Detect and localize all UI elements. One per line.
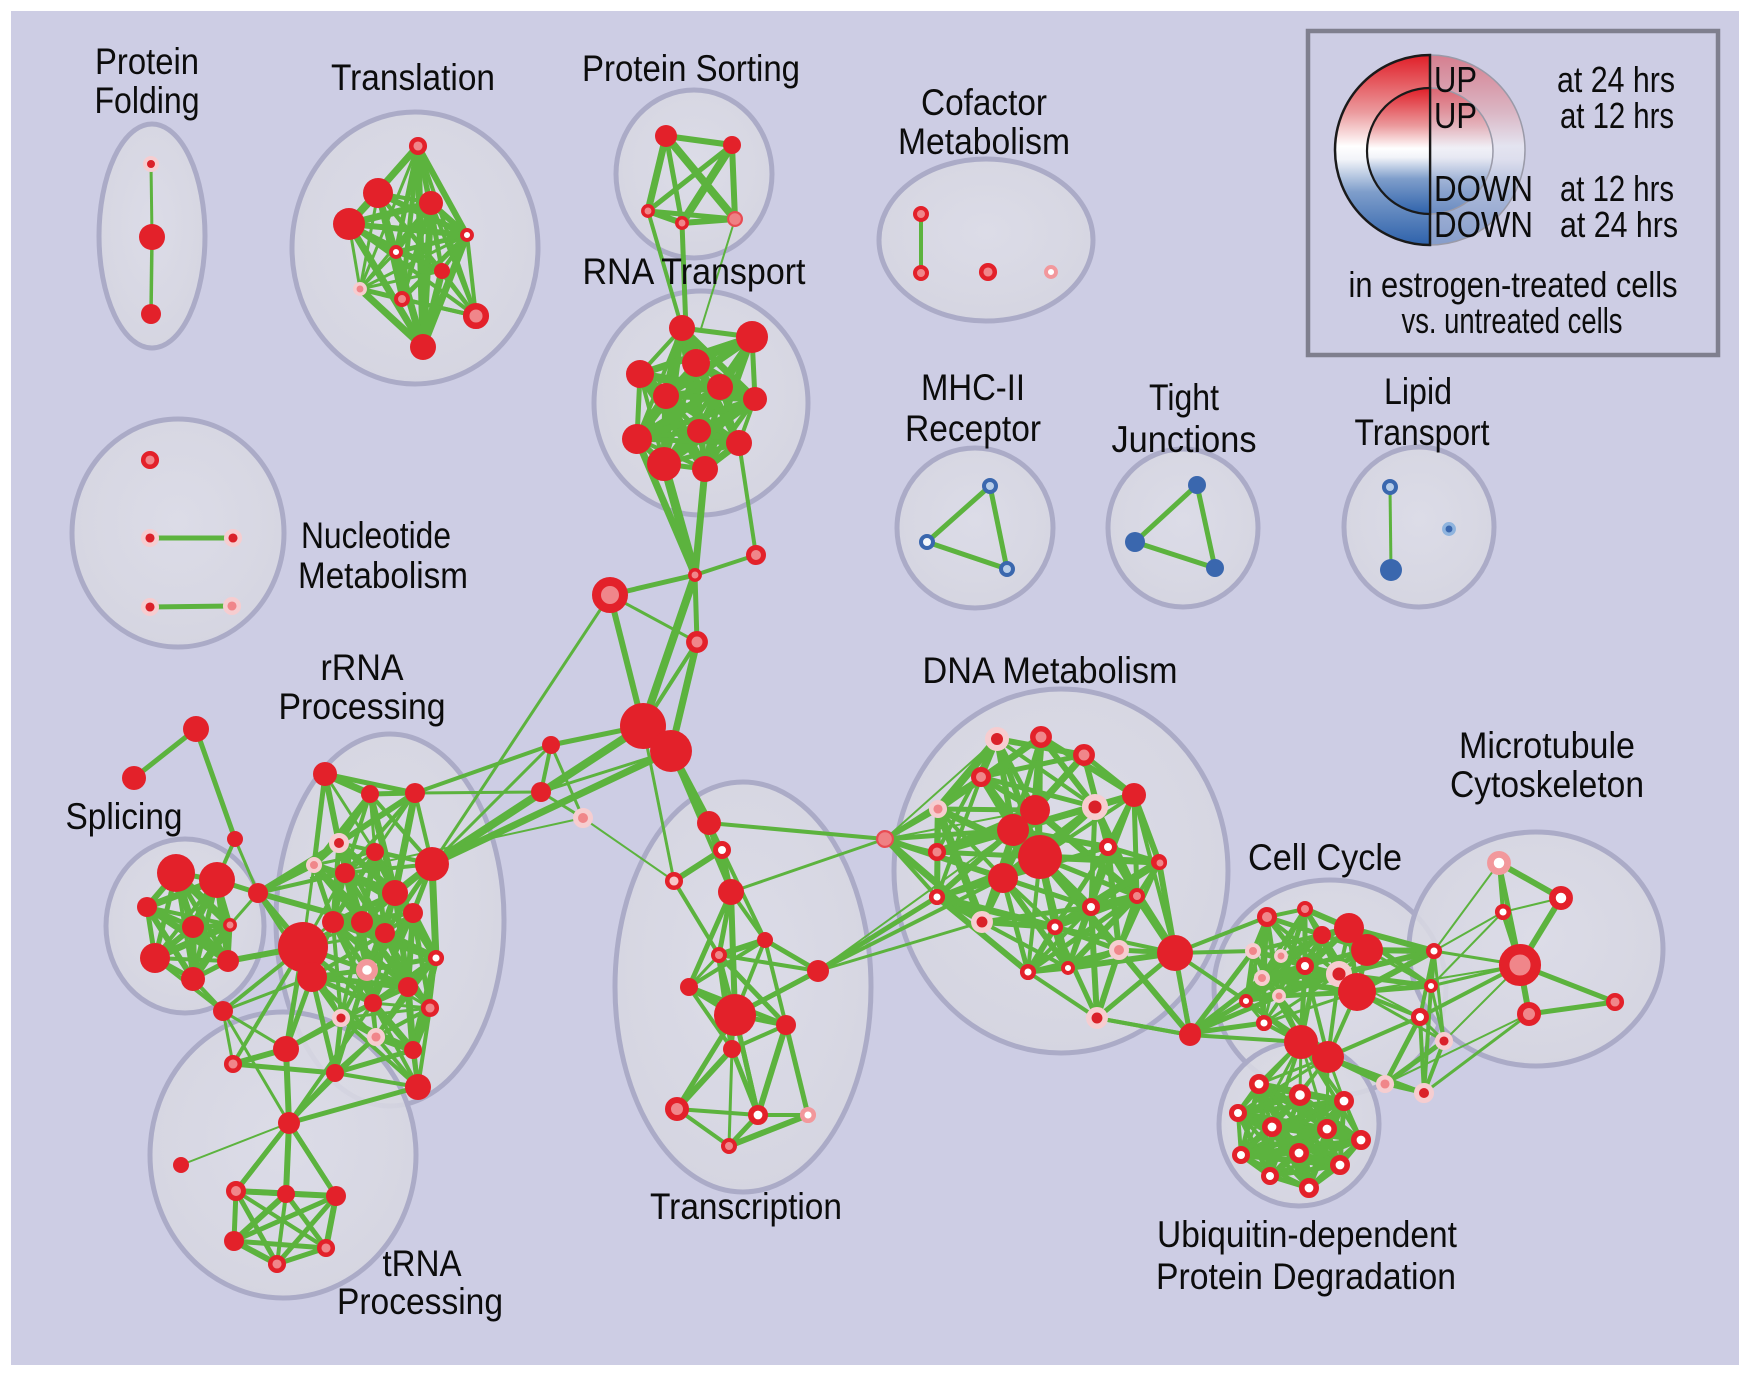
svg-text:Transport: Transport bbox=[1355, 412, 1491, 453]
svg-text:UP: UP bbox=[1434, 59, 1477, 100]
svg-text:Metabolism: Metabolism bbox=[298, 555, 468, 596]
svg-text:Cytoskeleton: Cytoskeleton bbox=[1450, 764, 1644, 805]
svg-text:Folding: Folding bbox=[95, 80, 200, 121]
svg-text:in estrogen-treated cells: in estrogen-treated cells bbox=[1349, 264, 1678, 305]
svg-text:Processing: Processing bbox=[279, 686, 446, 727]
svg-text:rRNA: rRNA bbox=[321, 647, 404, 688]
svg-text:vs. untreated cells: vs. untreated cells bbox=[1402, 300, 1623, 341]
svg-text:tRNA: tRNA bbox=[383, 1243, 462, 1284]
svg-text:DNA Metabolism: DNA Metabolism bbox=[923, 650, 1178, 691]
svg-text:Protein: Protein bbox=[95, 41, 199, 82]
svg-text:MHC-II: MHC-II bbox=[921, 367, 1025, 408]
svg-text:Processing: Processing bbox=[337, 1281, 503, 1322]
svg-text:at 24 hrs: at 24 hrs bbox=[1557, 59, 1675, 100]
svg-text:Translation: Translation bbox=[331, 57, 495, 98]
svg-text:at 12 hrs: at 12 hrs bbox=[1560, 168, 1674, 209]
svg-text:Protein Degradation: Protein Degradation bbox=[1156, 1256, 1456, 1297]
svg-text:Cell Cycle: Cell Cycle bbox=[1248, 837, 1402, 878]
svg-text:Tight: Tight bbox=[1149, 377, 1220, 418]
svg-text:at 24 hrs: at 24 hrs bbox=[1560, 204, 1678, 245]
svg-text:Lipid: Lipid bbox=[1384, 371, 1452, 412]
svg-text:Splicing: Splicing bbox=[66, 796, 183, 837]
svg-text:DOWN: DOWN bbox=[1434, 168, 1533, 209]
svg-text:UP: UP bbox=[1434, 95, 1477, 136]
svg-text:Transcription: Transcription bbox=[650, 1186, 842, 1227]
svg-text:at 12 hrs: at 12 hrs bbox=[1560, 95, 1674, 136]
svg-text:RNA Transport: RNA Transport bbox=[583, 251, 807, 292]
svg-text:Microtubule: Microtubule bbox=[1459, 725, 1635, 766]
svg-text:Metabolism: Metabolism bbox=[898, 121, 1070, 162]
svg-text:Cofactor: Cofactor bbox=[921, 82, 1047, 123]
svg-text:Nucleotide: Nucleotide bbox=[301, 515, 451, 556]
svg-text:Receptor: Receptor bbox=[905, 408, 1041, 449]
svg-text:DOWN: DOWN bbox=[1434, 204, 1533, 245]
svg-text:Protein Sorting: Protein Sorting bbox=[582, 48, 800, 89]
svg-text:Junctions: Junctions bbox=[1112, 419, 1257, 460]
svg-text:Ubiquitin-dependent: Ubiquitin-dependent bbox=[1157, 1214, 1458, 1255]
